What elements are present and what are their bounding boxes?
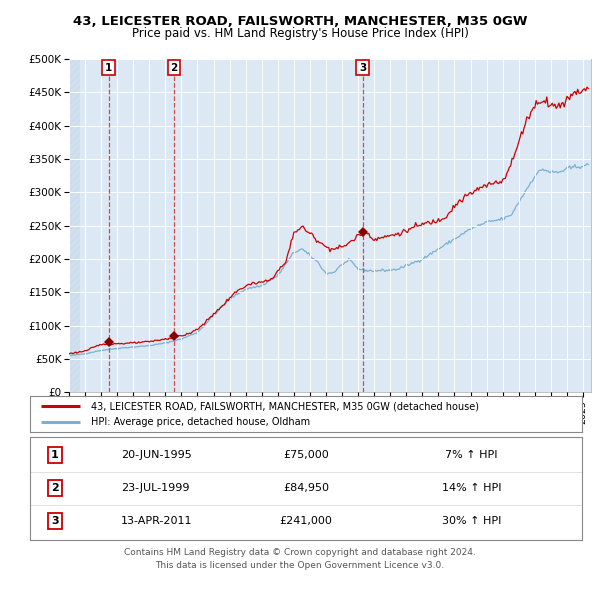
- Text: £75,000: £75,000: [283, 450, 329, 460]
- Text: Contains HM Land Registry data © Crown copyright and database right 2024.: Contains HM Land Registry data © Crown c…: [124, 548, 476, 556]
- Text: 43, LEICESTER ROAD, FAILSWORTH, MANCHESTER, M35 0GW: 43, LEICESTER ROAD, FAILSWORTH, MANCHEST…: [73, 15, 527, 28]
- Text: 23-JUL-1999: 23-JUL-1999: [121, 483, 190, 493]
- Text: HPI: Average price, detached house, Oldham: HPI: Average price, detached house, Oldh…: [91, 417, 310, 427]
- Text: 20-JUN-1995: 20-JUN-1995: [121, 450, 192, 460]
- Text: 3: 3: [51, 516, 59, 526]
- Text: 13-APR-2011: 13-APR-2011: [121, 516, 193, 526]
- Text: 2: 2: [170, 63, 178, 73]
- Text: 1: 1: [105, 63, 112, 73]
- Text: Price paid vs. HM Land Registry's House Price Index (HPI): Price paid vs. HM Land Registry's House …: [131, 27, 469, 40]
- Text: 14% ↑ HPI: 14% ↑ HPI: [442, 483, 502, 493]
- Text: 3: 3: [359, 63, 366, 73]
- Text: 2: 2: [51, 483, 59, 493]
- Text: This data is licensed under the Open Government Licence v3.0.: This data is licensed under the Open Gov…: [155, 560, 445, 569]
- Text: £84,950: £84,950: [283, 483, 329, 493]
- Text: 30% ↑ HPI: 30% ↑ HPI: [442, 516, 501, 526]
- Text: 7% ↑ HPI: 7% ↑ HPI: [445, 450, 498, 460]
- Text: £241,000: £241,000: [280, 516, 332, 526]
- Text: 43, LEICESTER ROAD, FAILSWORTH, MANCHESTER, M35 0GW (detached house): 43, LEICESTER ROAD, FAILSWORTH, MANCHEST…: [91, 401, 479, 411]
- Text: 1: 1: [51, 450, 59, 460]
